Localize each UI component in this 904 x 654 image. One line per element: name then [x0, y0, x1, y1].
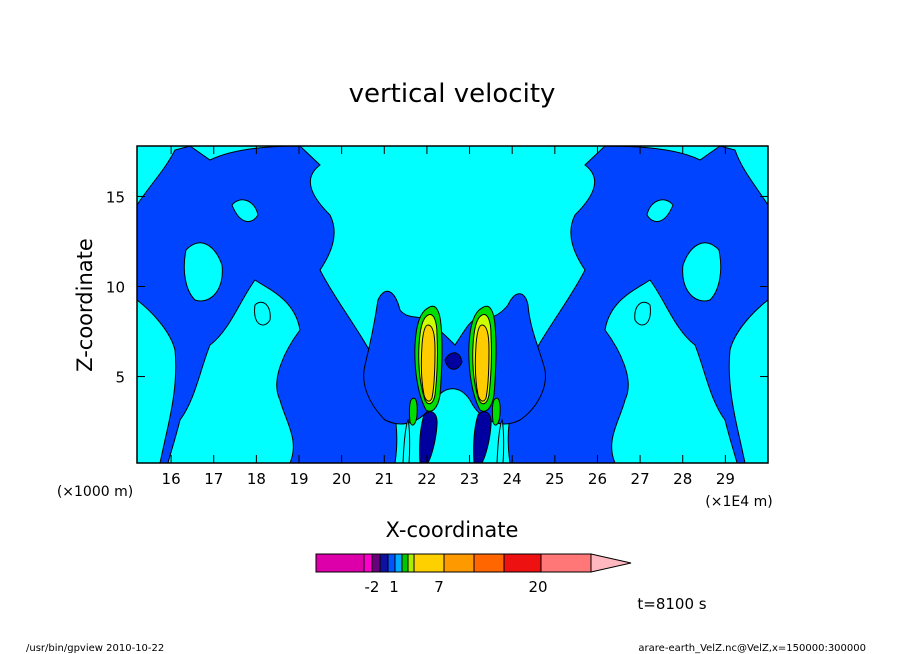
x-tick-label: 17 [204, 470, 223, 488]
positive-spike [402, 418, 411, 463]
updraft-green-left [408, 397, 418, 426]
x-unit-label: (×1E4 m) [705, 494, 772, 510]
colorbar-arrow [590, 553, 632, 573]
colorbar-swatch [363, 553, 373, 573]
x-tick-label: 21 [375, 470, 394, 488]
colorbar-swatch [473, 553, 505, 573]
x-tick-label: 26 [588, 470, 607, 488]
colorbar-swatch [413, 553, 445, 573]
x-tick-label: 24 [503, 470, 522, 488]
x-tick-label: 16 [162, 470, 181, 488]
colorbar-swatch [394, 553, 403, 573]
x-tick-label: 28 [673, 470, 692, 488]
background-pocket [231, 199, 259, 223]
background-pocket [183, 242, 223, 302]
colorbar-swatch [379, 553, 389, 573]
colorbar-swatch [371, 553, 381, 573]
colorbar-swatch [407, 553, 415, 573]
time-label: t=8100 s [637, 595, 706, 613]
y-axis-label: Z-coordinate [73, 238, 97, 372]
colorbar-tick-label: 20 [528, 578, 547, 596]
contour-field [137, 146, 768, 463]
background-pocket [254, 301, 271, 326]
colorbar-labels: -2 1 7 20 [365, 578, 548, 596]
x-tick-label: 18 [247, 470, 266, 488]
dark-core [473, 411, 492, 463]
y-tick-label: 15 [106, 188, 125, 206]
x-tick-label: 20 [332, 470, 351, 488]
footer-right: arare-earth_VelZ.nc@VelZ,x=150000:300000 [638, 643, 866, 654]
x-tick-label: 27 [631, 470, 650, 488]
x-tick-label: 19 [289, 470, 308, 488]
colorbar-tick-label: 1 [389, 578, 399, 596]
x-tick-label: 22 [417, 470, 436, 488]
background-pocket [137, 299, 177, 463]
updraft-green-right [491, 397, 501, 426]
x-axis-label: X-coordinate [386, 518, 519, 542]
background-pocket [682, 242, 722, 302]
colorbar-swatch [540, 553, 592, 573]
colorbar-swatch [315, 553, 365, 573]
chart-title: vertical velocity [349, 79, 556, 109]
colorbar-legend [315, 553, 632, 573]
positive-spike [496, 418, 505, 463]
x-tick-label: 25 [545, 470, 564, 488]
dark-core [419, 411, 438, 463]
y-tick-label: 5 [115, 369, 125, 387]
dark-core [444, 352, 463, 370]
x-tick-label: 29 [716, 470, 735, 488]
x-axis: 16 17 18 19 20 21 22 23 24 25 26 27 28 29 [162, 146, 735, 488]
colorbar-tick-label: -2 [365, 578, 380, 596]
plot-frame [136, 145, 769, 464]
colorbar-swatch [443, 553, 475, 573]
colorbar-swatch [503, 553, 542, 573]
y-tick-label: 10 [106, 278, 125, 296]
footer-left: /usr/bin/gpview 2010-10-22 [26, 643, 164, 654]
background-pocket [634, 301, 651, 326]
updraft-core [420, 324, 436, 402]
colorbar-swatch [387, 553, 396, 573]
y-unit-label: (×1000 m) [57, 484, 133, 500]
colorbar-swatch [401, 553, 409, 573]
background-pocket [728, 299, 768, 463]
x-tick-label: 23 [460, 470, 479, 488]
background-pocket [646, 199, 674, 223]
y-axis: 5 10 15 [106, 188, 768, 387]
colorbar-tick-label: 7 [434, 578, 444, 596]
updraft-core [474, 324, 490, 402]
